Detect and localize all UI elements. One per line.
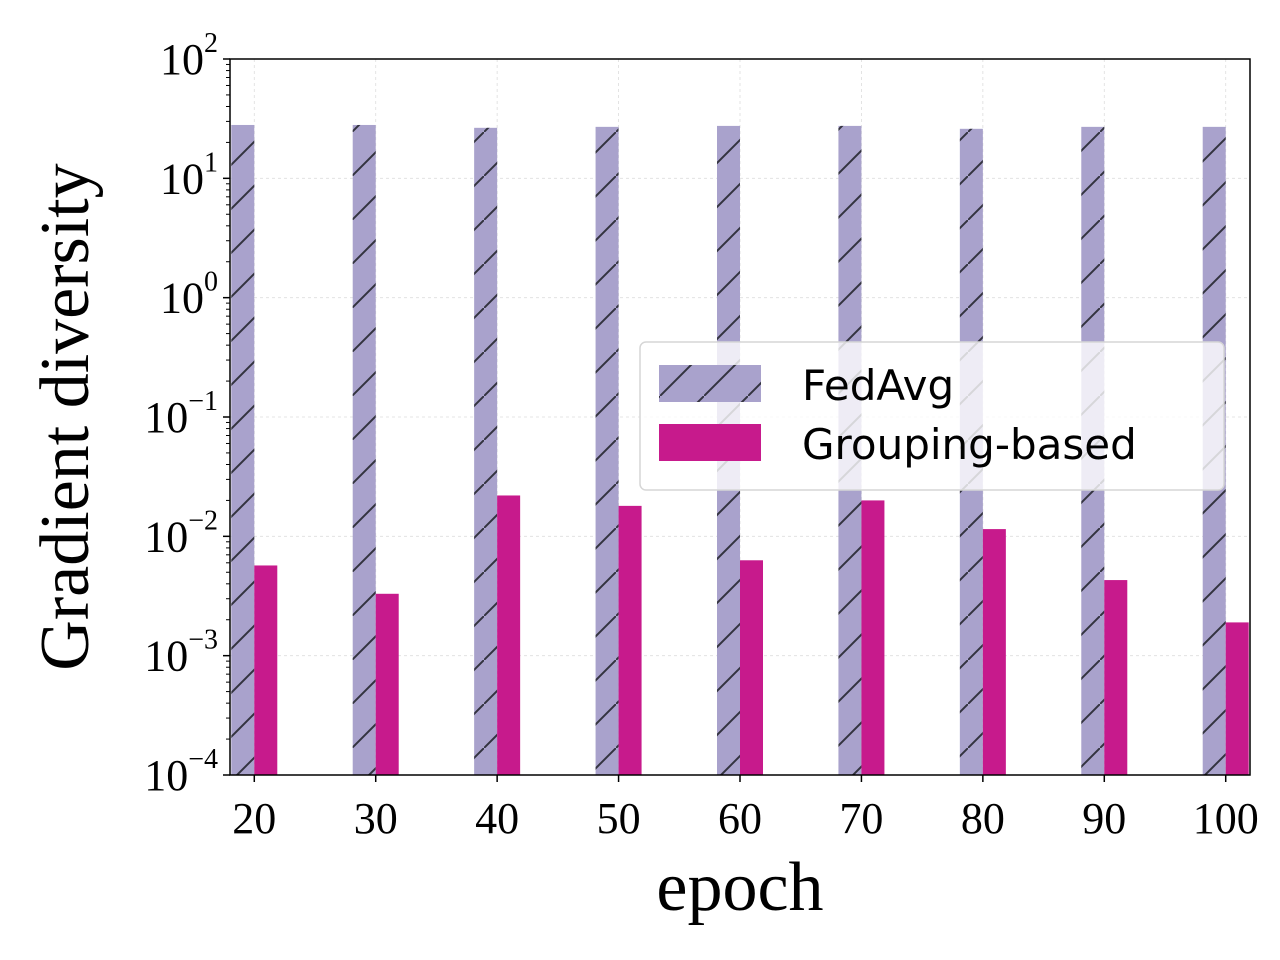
x-tick-label: 40 [475,794,519,843]
x-tick-label: 90 [1082,794,1126,843]
y-tick-label: 10−3 [144,625,218,681]
bar-hatch-30 [352,124,376,775]
bar-grouping-based-90 [1104,580,1128,775]
x-tick-label: 20 [232,794,276,843]
bar-grouping-based-60 [740,560,763,775]
y-tick-label: 100 [160,267,218,323]
bar-hatch-40 [474,127,498,775]
bar-grouping-based-30 [375,593,399,775]
x-tick-label: 50 [597,794,641,843]
bar-grouping-based-100 [1225,622,1249,775]
legend-label-fedavg: FedAvg [802,361,954,410]
legend: FedAvg Grouping-based [639,341,1225,491]
bar-grouping-based-70 [861,500,885,775]
x-tick-label: 60 [718,794,762,843]
legend-label-grouping: Grouping-based [802,420,1137,469]
x-tick-label: 100 [1193,794,1259,843]
y-axis-ticks: 10−4 10−3 10−2 10−1 100 101 102 [144,28,230,800]
y-tick-label: 10−4 [144,744,218,800]
bar-grouping-based-40 [497,495,521,775]
y-tick-label: 102 [160,28,218,84]
x-tick-label: 80 [961,794,1005,843]
x-tick-label: 30 [354,794,398,843]
bar-hatch-20 [231,124,255,775]
bar-grouping-based-20 [254,565,278,775]
y-tick-label: 10−2 [144,505,218,561]
y-axis-title: Gradient diversity [27,163,104,670]
x-tick-label: 70 [839,794,883,843]
legend-swatch-grouping [659,424,761,461]
x-axis-title: epoch [656,849,823,926]
bar-grouping-based-50 [618,505,642,775]
y-tick-label: 10−1 [144,386,218,442]
bar-grouping-based-80 [982,529,1006,775]
legend-swatch-fedavg-hatch [659,365,761,402]
legend-box [639,341,1225,491]
y-tick-label: 101 [160,147,218,203]
bar-hatch-50 [595,126,619,776]
x-axis-ticks: 20 30 40 50 60 70 80 90 100 [232,775,1259,843]
